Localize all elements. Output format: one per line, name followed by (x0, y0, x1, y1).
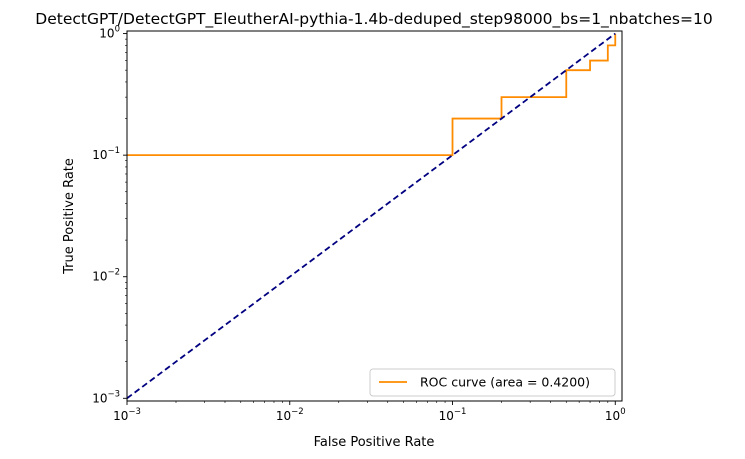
legend: ROC curve (area = 0.4200) (369, 368, 616, 397)
x-tick-label: 100 (605, 407, 626, 423)
plot-frame (126, 30, 623, 402)
y-tick-label: 10−3 (92, 389, 120, 405)
legend-label: ROC curve (area = 0.4200) (420, 375, 590, 390)
plot-area (127, 31, 622, 401)
x-axis-label: False Positive Rate (314, 435, 435, 450)
chart-title: DetectGPT/DetectGPT_EleutherAI-pythia-1.… (35, 10, 712, 29)
y-tick-label: 10−2 (92, 268, 120, 284)
y-tick-label: 10−1 (92, 146, 120, 162)
legend-box (369, 368, 616, 397)
chance-diagonal-line (127, 32, 616, 400)
y-tick-label: 100 (99, 25, 120, 41)
roc-curve-line (127, 33, 617, 157)
x-tick-label: 10−2 (276, 407, 304, 423)
x-tick-label: 10−3 (113, 407, 141, 423)
y-axis-label: True Positive Rate (62, 158, 77, 275)
x-tick-label: 10−1 (439, 407, 467, 423)
